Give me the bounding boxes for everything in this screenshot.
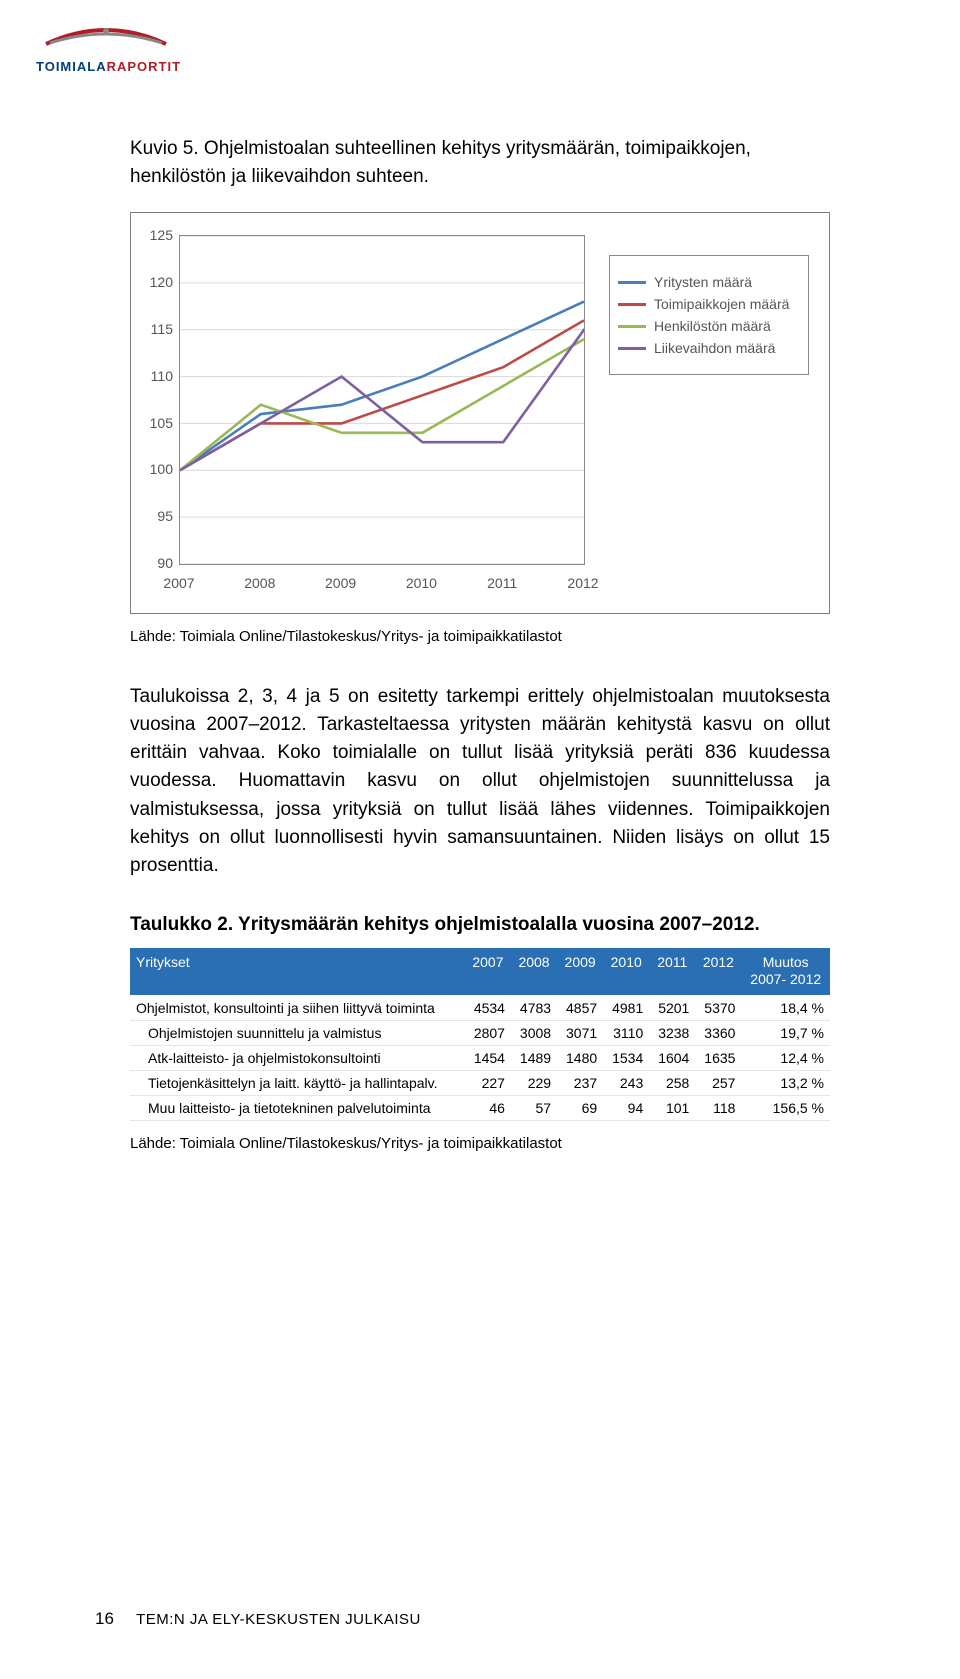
table-row: Ohjelmistojen suunnittelu ja valmistus28… xyxy=(130,1020,830,1045)
table-cell: 5370 xyxy=(695,995,741,1020)
table-header-cell: 2011 xyxy=(649,948,695,996)
table-cell: 4857 xyxy=(557,995,603,1020)
x-axis-label: 2011 xyxy=(487,575,517,591)
table-cell: 1635 xyxy=(695,1045,741,1070)
table-cell: 4783 xyxy=(511,995,557,1020)
table-cell: 1604 xyxy=(649,1045,695,1070)
legend-label: Liikevaihdon määrä xyxy=(654,340,775,356)
table-cell: Muu laitteisto- ja tietotekninen palvelu… xyxy=(130,1095,465,1120)
y-axis-label: 90 xyxy=(141,555,173,571)
page-footer: 16 TEM:N JA ELY-KESKUSTEN JULKAISU xyxy=(95,1609,421,1629)
logo: TOIMIALARAPORTIT xyxy=(36,22,236,74)
table-cell: 69 xyxy=(557,1095,603,1120)
table-cell: Atk-laitteisto- ja ohjelmistokonsultoint… xyxy=(130,1045,465,1070)
table-cell: 237 xyxy=(557,1070,603,1095)
table-cell: 118 xyxy=(695,1095,741,1120)
data-table: Yritykset200720082009201020112012Muutos2… xyxy=(130,948,830,1121)
table-header-cell: 2007 xyxy=(465,948,511,996)
table-cell: Ohjelmistot, konsultointi ja siihen liit… xyxy=(130,995,465,1020)
table-title: Taulukko 2. Yritysmäärän kehitys ohjelmi… xyxy=(130,914,830,936)
table-cell: 4534 xyxy=(465,995,511,1020)
y-axis-label: 100 xyxy=(141,461,173,477)
y-axis-label: 110 xyxy=(141,368,173,384)
legend-item: Yritysten määrä xyxy=(618,274,800,290)
table-cell: 94 xyxy=(603,1095,649,1120)
table-cell: 1489 xyxy=(511,1045,557,1070)
legend-swatch xyxy=(618,303,646,306)
table-cell: 156,5 % xyxy=(741,1095,830,1120)
legend-label: Toimipaikkojen määrä xyxy=(654,296,789,312)
y-axis-label: 105 xyxy=(141,415,173,431)
source-table: Lähde: Toimiala Online/Tilastokeskus/Yri… xyxy=(130,1135,830,1152)
legend-item: Liikevaihdon määrä xyxy=(618,340,800,356)
table-cell: Ohjelmistojen suunnittelu ja valmistus xyxy=(130,1020,465,1045)
logo-text-red: RAPORTIT xyxy=(107,59,181,74)
table-cell: 258 xyxy=(649,1070,695,1095)
x-axis-label: 2009 xyxy=(325,575,356,591)
table-cell: Tietojenkäsittelyn ja laitt. käyttö- ja … xyxy=(130,1070,465,1095)
legend-item: Henkilöstön määrä xyxy=(618,318,800,334)
page-number: 16 xyxy=(95,1609,114,1628)
x-axis-label: 2008 xyxy=(244,575,275,591)
legend-label: Henkilöstön määrä xyxy=(654,318,771,334)
table-header-cell: 2009 xyxy=(557,948,603,996)
table-header-cell: 2008 xyxy=(511,948,557,996)
source-chart: Lähde: Toimiala Online/Tilastokeskus/Yri… xyxy=(130,628,830,645)
chart-plot-area xyxy=(179,235,585,565)
table-cell: 2807 xyxy=(465,1020,511,1045)
y-axis-label: 125 xyxy=(141,227,173,243)
table-cell: 257 xyxy=(695,1070,741,1095)
x-axis-label: 2010 xyxy=(406,575,437,591)
y-axis-label: 115 xyxy=(141,321,173,337)
table-cell: 57 xyxy=(511,1095,557,1120)
chart-frame: 90 95 100 105 110 115 120 125 2007 2008 2009 2010 2… xyxy=(130,212,830,614)
table-cell: 227 xyxy=(465,1070,511,1095)
table-header-cell: 2010 xyxy=(603,948,649,996)
table-cell: 3360 xyxy=(695,1020,741,1045)
table-cell: 3110 xyxy=(603,1020,649,1045)
figure-title: Kuvio 5. Ohjelmistoalan suhteellinen keh… xyxy=(130,135,830,190)
table-row: Atk-laitteisto- ja ohjelmistokonsultoint… xyxy=(130,1045,830,1070)
table-header-cell: Yritykset xyxy=(130,948,465,996)
line-chart xyxy=(180,236,584,564)
table-cell: 13,2 % xyxy=(741,1070,830,1095)
table-header-cell: Muutos2007- 2012 xyxy=(741,948,830,996)
logo-swoosh-icon xyxy=(36,22,176,52)
legend-swatch xyxy=(618,325,646,328)
table-row: Ohjelmistot, konsultointi ja siihen liit… xyxy=(130,995,830,1020)
table-cell: 12,4 % xyxy=(741,1045,830,1070)
table-cell: 229 xyxy=(511,1070,557,1095)
table-row: Muu laitteisto- ja tietotekninen palvelu… xyxy=(130,1095,830,1120)
table-cell: 101 xyxy=(649,1095,695,1120)
table-header-cell: 2012 xyxy=(695,948,741,996)
x-axis-label: 2012 xyxy=(567,575,598,591)
table-cell: 46 xyxy=(465,1095,511,1120)
table-cell: 19,7 % xyxy=(741,1020,830,1045)
logo-text: TOIMIALARAPORTIT xyxy=(36,59,236,74)
legend-item: Toimipaikkojen määrä xyxy=(618,296,800,312)
table-cell: 1454 xyxy=(465,1045,511,1070)
legend-swatch xyxy=(618,281,646,284)
y-axis-label: 120 xyxy=(141,274,173,290)
body-paragraph: Taulukoissa 2, 3, 4 ja 5 on esitetty tar… xyxy=(130,683,830,880)
table-row: Tietojenkäsittelyn ja laitt. käyttö- ja … xyxy=(130,1070,830,1095)
table-cell: 18,4 % xyxy=(741,995,830,1020)
table-cell: 243 xyxy=(603,1070,649,1095)
table-cell: 3008 xyxy=(511,1020,557,1045)
y-axis-label: 95 xyxy=(141,508,173,524)
legend: Yritysten määrä Toimipaikkojen määrä Henki… xyxy=(609,255,809,375)
legend-label: Yritysten määrä xyxy=(654,274,752,290)
footer-text: TEM:N JA ELY-KESKUSTEN JULKAISU xyxy=(136,1611,421,1628)
legend-swatch xyxy=(618,347,646,350)
table-cell: 3238 xyxy=(649,1020,695,1045)
x-axis-label: 2007 xyxy=(163,575,194,591)
table-cell: 4981 xyxy=(603,995,649,1020)
table-cell: 1480 xyxy=(557,1045,603,1070)
table-cell: 1534 xyxy=(603,1045,649,1070)
logo-text-blue: TOIMIALA xyxy=(36,59,107,74)
table-cell: 5201 xyxy=(649,995,695,1020)
table-cell: 3071 xyxy=(557,1020,603,1045)
